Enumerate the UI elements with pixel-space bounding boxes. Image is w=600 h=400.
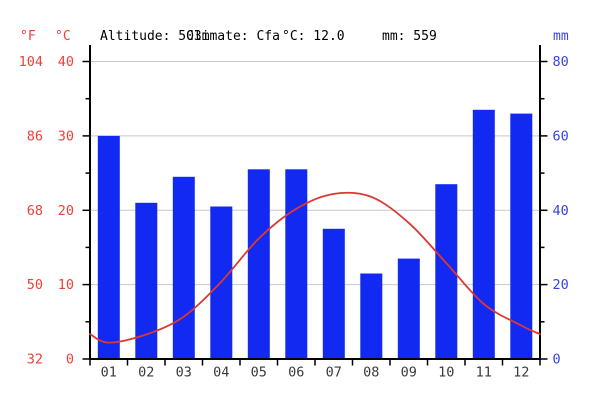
month-label: 11: [476, 365, 492, 381]
fahrenheit-header-label: °F: [20, 29, 36, 44]
mm-tick-label: 40: [553, 203, 569, 219]
precip-bar: [472, 109, 495, 359]
month-label: 12: [513, 365, 529, 381]
month-label: 02: [138, 365, 154, 381]
precip-bar: [510, 113, 533, 359]
mm-tick-label: 20: [553, 277, 569, 293]
precip-bar: [322, 228, 345, 359]
f-tick-label: 104: [19, 54, 43, 70]
precip-bar: [285, 169, 308, 359]
c-tick-label: 0: [66, 352, 74, 368]
month-label: 06: [288, 365, 304, 381]
altitude-label: Altitude: 503m: [100, 29, 210, 44]
f-tick-label: 32: [27, 352, 43, 368]
precip-bar: [360, 273, 383, 359]
month-label: 07: [326, 365, 342, 381]
precip-bar: [97, 135, 120, 359]
mm-tick-label: 0: [553, 352, 561, 368]
f-tick-label: 50: [27, 277, 43, 293]
month-label: 05: [251, 365, 267, 381]
precip-bar: [135, 202, 158, 359]
climate-class-label: Climate: Cfa: [186, 29, 280, 44]
month-label: 04: [213, 365, 229, 381]
mm-tick-label: 80: [553, 54, 569, 70]
c-tick-label: 10: [58, 277, 74, 293]
month-label: 10: [438, 365, 454, 381]
precip-bar: [247, 169, 270, 359]
month-label: 03: [176, 365, 192, 381]
precip-bar: [435, 184, 458, 359]
temperature-line: [89, 191, 541, 344]
c-tick-label: 30: [58, 128, 74, 144]
total-precipitation-label: mm: 559: [382, 29, 437, 44]
precip-bar: [397, 258, 420, 359]
f-tick-label: 86: [27, 128, 43, 144]
celsius-header-label: °C: [55, 29, 71, 44]
mean-temperature-label: °C: 12.0: [282, 29, 345, 44]
month-label: 09: [401, 365, 417, 381]
c-tick-label: 40: [58, 54, 74, 70]
precip-bar: [172, 176, 195, 359]
mm-tick-label: 60: [553, 128, 569, 144]
month-label: 08: [363, 365, 379, 381]
f-tick-label: 68: [27, 203, 43, 219]
month-label: 01: [101, 365, 117, 381]
c-tick-label: 20: [58, 203, 74, 219]
millimeter-header-label: mm: [553, 29, 569, 44]
